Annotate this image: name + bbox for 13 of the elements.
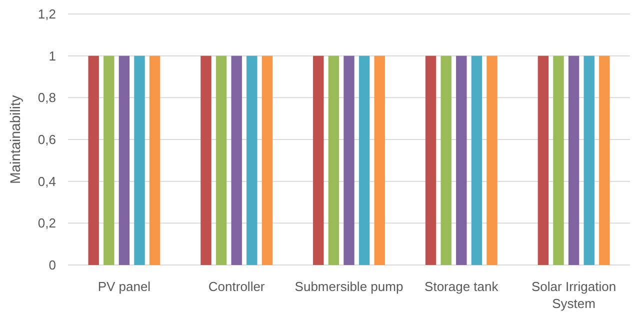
x-tick-label: Solar Irrigation System (532, 279, 616, 311)
x-tick-label: PV panel (98, 279, 151, 294)
x-tick-label: Submersible pump (294, 279, 404, 294)
y-axis-title: Maintainability (7, 95, 23, 184)
y-tick-label: 1 (48, 48, 56, 64)
y-tick-label: 0,6 (38, 132, 56, 148)
y-tick-label: 1,2 (38, 6, 56, 22)
x-tick-label: Controller (208, 279, 266, 294)
y-tick-label: 0,4 (38, 174, 56, 189)
y-tick-label: 0,2 (38, 216, 56, 231)
y-tick-label: 0 (48, 258, 56, 273)
x-tick-label: Storage tank (424, 279, 499, 294)
y-tick-label: 0,8 (38, 90, 56, 106)
